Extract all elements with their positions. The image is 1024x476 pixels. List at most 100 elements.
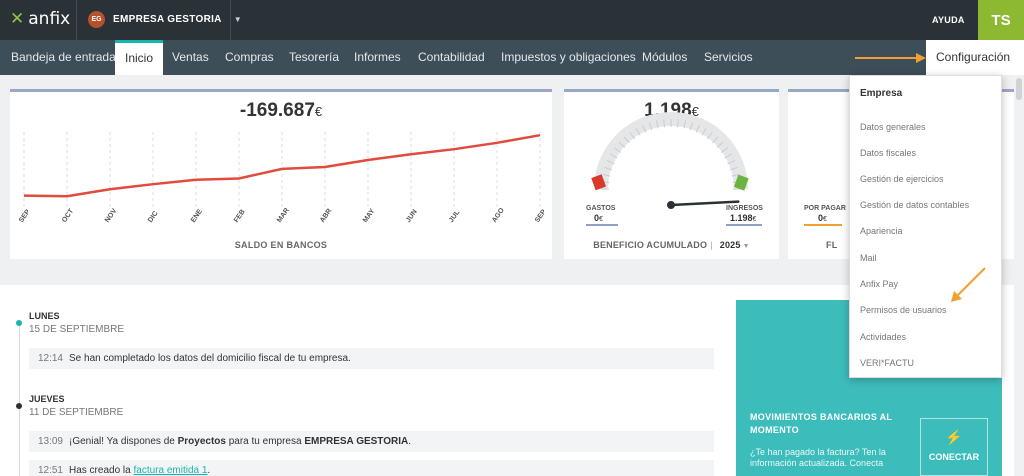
gauge-tick [720, 147, 728, 153]
gauge-tick [648, 122, 653, 131]
timeline-line [19, 322, 20, 476]
nav-item-tesoreria[interactable]: Tesorería [289, 50, 340, 64]
gauge-track [594, 112, 748, 190]
bank-balance-label: SALDO EN BANCOS [234, 240, 328, 250]
balance-series-line [23, 133, 541, 198]
menu-item-mail[interactable]: Mail [860, 253, 877, 263]
currency-symbol: € [823, 216, 827, 223]
cash-flow-label: FL [826, 240, 838, 250]
gauge-tick [712, 136, 719, 144]
gauge-tick [701, 128, 707, 136]
year-selector[interactable]: 2025 [719, 240, 741, 250]
nav-item-configuracion[interactable]: Configuración [926, 40, 1024, 75]
gauge-tick [635, 128, 641, 136]
menu-item-datos-fiscales[interactable]: Datos fiscales [860, 148, 917, 158]
gauge-tick [683, 120, 687, 129]
chevron-down-icon: ▼ [742, 243, 750, 250]
gauge-tick [602, 173, 611, 177]
nav-item-inicio[interactable]: Inicio [115, 40, 164, 75]
timeline-dot [16, 403, 22, 409]
top-bar: ✕ anfix EG EMPRESA GESTORIA ▼ AYUDA TS [0, 0, 1024, 40]
nav-item-bandeja[interactable]: Bandeja de entrada [11, 50, 116, 64]
por-pagar-amount: 0 [818, 213, 824, 223]
promo-title: MOVIMIENTOS BANCARIOS AL MOMENTO [750, 412, 893, 435]
por-pagar-value: 0€ [818, 213, 827, 223]
scrollbar[interactable] [1014, 75, 1024, 476]
nav-item-modulos[interactable]: Módulos [642, 50, 688, 64]
benefit-label: BENEFICIO ACUMULADO | 2025 ▼ [564, 240, 779, 250]
gastos-amount: 0 [594, 213, 600, 223]
entry-text: . [207, 465, 211, 476]
menu-item-gestion-datos-contables[interactable]: Gestión de datos contables [860, 200, 970, 210]
nav-item-contabilidad[interactable]: Contabilidad [418, 50, 485, 64]
plug-icon: ⚡ [945, 429, 963, 445]
gauge-tick [724, 153, 732, 159]
nav-item-servicios[interactable]: Servicios [704, 50, 753, 64]
currency-symbol: € [599, 216, 603, 223]
timeline-dot [16, 320, 22, 326]
logo-mark-icon: ✕ [10, 9, 25, 29]
gauge-tick [606, 160, 615, 165]
menu-item-verifactu[interactable]: VERI*FACTU [860, 358, 915, 368]
nav-item-informes[interactable]: Informes [354, 50, 401, 64]
gauge-tick [618, 141, 626, 148]
timeline-entry: 12:51 Has creado la factura emitida 1. [29, 460, 714, 476]
company-selector[interactable]: EG EMPRESA GESTORIA ▼ [88, 11, 242, 28]
benefit-gauge [591, 112, 749, 209]
entry-text-bold: Proyectos [177, 436, 226, 447]
timeline-entry: 13:09 ¡Genial! Ya dispones de Proyectos p… [29, 431, 714, 452]
menu-item-apariencia[interactable]: Apariencia [860, 226, 903, 236]
gauge-ticks [601, 119, 741, 190]
user-avatar[interactable]: TS [978, 0, 1024, 40]
connect-button-label: CONECTAR [928, 452, 980, 462]
connect-button[interactable]: ⚡ CONECTAR [920, 418, 988, 476]
nav-item-ventas[interactable]: Ventas [172, 50, 209, 64]
benefit-label-text: BENEFICIO ACUMULADO [593, 240, 708, 250]
gauge-tick [614, 147, 622, 153]
dropdown-header: Empresa [860, 88, 903, 99]
menu-item-datos-generales[interactable]: Datos generales [860, 122, 926, 132]
por-pagar-label: POR PAGAR [804, 205, 846, 212]
company-name: EMPRESA GESTORIA [113, 14, 222, 25]
gauge-tick [663, 119, 666, 128]
gauge-min-marker [591, 174, 607, 191]
nav-item-impuestos[interactable]: Impuestos y obligaciones [501, 50, 636, 64]
menu-item-permisos-usuarios[interactable]: Permisos de usuarios [860, 305, 947, 315]
gauge-tick [689, 122, 694, 131]
separator: | [710, 240, 713, 250]
anfix-logo[interactable]: ✕ anfix [10, 11, 70, 28]
entry-text: para tu empresa [225, 436, 305, 447]
chevron-down-icon: ▼ [233, 15, 242, 24]
menu-item-actividades[interactable]: Actividades [860, 332, 907, 342]
entry-text-bold: EMPRESA GESTORIA [304, 436, 409, 447]
ingresos-value: 1.198€ [730, 213, 756, 223]
timeline-day: LUNES [29, 311, 60, 321]
benefit-card[interactable]: 1.198€ GASTOS 0€ INGRESOS 1.198€ BENEFIC… [564, 89, 779, 259]
gauge-tick [610, 153, 618, 159]
gauge-hub [667, 201, 675, 209]
gauge-max-marker [733, 174, 749, 191]
nav-item-compras[interactable]: Compras [225, 50, 274, 64]
timeline-day: JUEVES [29, 394, 65, 404]
invoice-link[interactable]: factura emitida 1 [133, 465, 208, 476]
menu-item-anfix-pay[interactable]: Anfix Pay [860, 279, 899, 289]
gauge-needle [669, 200, 740, 207]
gauge-tick [604, 166, 613, 171]
gauge-tick [716, 141, 724, 148]
gauge-tick [707, 132, 713, 140]
logo-text: anfix [28, 9, 71, 29]
timeline-date: 11 DE SEPTIEMBRE [29, 407, 124, 418]
gauge-tick [642, 124, 647, 133]
currency-symbol: € [752, 216, 757, 223]
gauge-tick [655, 120, 659, 129]
help-link[interactable]: AYUDA [932, 15, 965, 25]
bank-balance-amount: -169.687 [239, 100, 315, 121]
menu-item-gestion-ejercicios[interactable]: Gestión de ejercicios [860, 174, 944, 184]
gauge-tick [729, 166, 738, 171]
entry-text: . [408, 436, 412, 447]
bank-balance-card[interactable]: -169.687€ SALDO EN BANCOS SEP OCT NOV DIC EN… [10, 89, 552, 259]
ingresos-amount: 1.198 [730, 213, 753, 223]
main-nav: Bandeja de entrada Inicio Ventas Compras… [0, 40, 1024, 75]
timeline-entry: 12:14 Se han completado los datos del dom… [29, 348, 714, 369]
scrollbar-thumb[interactable] [1016, 78, 1022, 100]
